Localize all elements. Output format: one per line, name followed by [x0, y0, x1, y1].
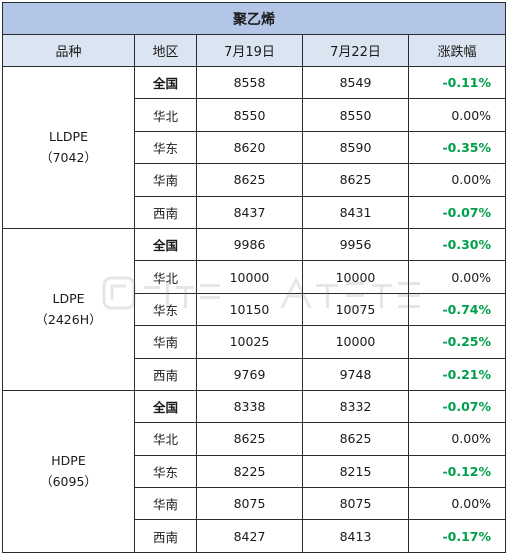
price-jul19-cell: 10150: [196, 292, 303, 327]
header-row: 品种 地区 7月19日 7月22日 涨跌幅: [2, 34, 507, 67]
region-cell: 华南: [134, 487, 197, 521]
table-row: 华北 10000 10000 0.00%: [3, 260, 507, 294]
region-cell: 西南: [134, 195, 197, 229]
header-change: 涨跌幅: [407, 34, 507, 67]
product-cell: LDPE （2426H）: [2, 227, 135, 391]
price-jul19-cell: 8225: [196, 454, 303, 489]
table-row: 华北 8550 8550 0.00%: [3, 98, 507, 132]
price-jul19-cell: 8625: [196, 422, 303, 456]
table-row: 华南 8075 8075 0.00%: [3, 487, 507, 521]
change-cell: -0.07%: [407, 195, 507, 229]
price-jul19-cell: 8550: [196, 98, 303, 132]
change-cell: -0.30%: [407, 227, 507, 262]
change-cell: -0.21%: [407, 357, 507, 391]
change-cell: -0.12%: [407, 454, 507, 489]
region-cell: 华东: [134, 130, 197, 165]
price-jul19-cell: 9986: [196, 227, 303, 262]
change-cell: -0.25%: [407, 325, 507, 359]
change-cell: -0.11%: [407, 65, 507, 100]
product-cell: HDPE （6095）: [2, 389, 135, 553]
price-jul22-cell: 8550: [302, 98, 409, 132]
price-jul22-cell: 8413: [302, 519, 409, 553]
table-row: LLDPE （7042） 全国 8558 8549 -0.11%: [2, 65, 507, 229]
price-jul22-cell: 8549: [302, 65, 409, 100]
header-date-jul22: 7月22日: [302, 34, 409, 67]
price-jul22-cell: 10000: [302, 325, 409, 359]
price-jul22-cell: 8625: [302, 163, 409, 197]
change-cell: -0.35%: [407, 130, 507, 165]
product-grade: （2426H）: [35, 312, 102, 328]
table-row: HDPE （6095） 全国 8338 8332 -0.07%: [2, 389, 507, 553]
table-row: 西南 9769 9748 -0.21%: [3, 357, 507, 391]
price-jul19-cell: 8075: [196, 487, 303, 521]
table-row: 西南 8427 8413 -0.17%: [3, 519, 507, 553]
table-row: 华南 8625 8625 0.00%: [3, 163, 507, 197]
table-title: 聚乙烯: [1, 2, 507, 35]
region-cell: 全国: [134, 227, 197, 262]
header-region: 地区: [134, 34, 197, 67]
price-jul22-cell: 10000: [302, 260, 409, 294]
table-row: LDPE （2426H） 全国 9986 9956 -0.30%: [2, 227, 507, 391]
price-jul22-cell: 9748: [302, 357, 409, 391]
price-jul19-cell: 10000: [196, 260, 303, 294]
change-cell: -0.74%: [407, 292, 507, 327]
price-jul22-cell: 8625: [302, 422, 409, 456]
product-grade: （7042）: [40, 150, 97, 166]
table-row: 华东 10150 10075 -0.74%: [3, 292, 507, 327]
price-jul19-cell: 9769: [196, 357, 303, 391]
header-product: 品种: [2, 34, 135, 67]
product-cell: LLDPE （7042）: [2, 66, 135, 229]
change-cell: 0.00%: [407, 163, 507, 197]
price-jul22-cell: 10075: [302, 292, 409, 327]
price-jul22-cell: 8075: [302, 487, 409, 521]
price-jul22-cell: 8215: [302, 454, 409, 489]
product-grade: （6095）: [40, 474, 97, 490]
region-cell: 西南: [134, 519, 197, 553]
product-name: LLDPE: [49, 129, 88, 145]
region-cell: 华北: [134, 422, 197, 456]
table-row: 华东 8620 8590 -0.35%: [3, 130, 507, 165]
change-cell: -0.17%: [407, 519, 507, 553]
change-cell: 0.00%: [407, 260, 507, 294]
price-jul19-cell: 8437: [196, 195, 303, 229]
region-cell: 全国: [134, 65, 197, 100]
table-row: 西南 8437 8431 -0.07%: [3, 195, 507, 229]
region-cell: 华东: [134, 292, 197, 327]
header-date-jul19: 7月19日: [196, 34, 303, 67]
price-jul22-cell: 8332: [302, 389, 409, 424]
region-cell: 华北: [134, 98, 197, 132]
table-row: 华南 10025 10000 -0.25%: [3, 325, 507, 359]
product-name: LDPE: [52, 291, 85, 307]
price-jul22-cell: 8590: [302, 130, 409, 165]
price-jul19-cell: 8625: [196, 163, 303, 197]
change-cell: 0.00%: [407, 98, 507, 132]
region-cell: 华南: [134, 163, 197, 197]
price-jul22-cell: 8431: [302, 195, 409, 229]
region-cell: 华北: [134, 260, 197, 294]
product-name: HDPE: [51, 453, 86, 469]
price-jul19-cell: 8558: [196, 65, 303, 100]
price-jul19-cell: 8427: [196, 519, 303, 553]
change-cell: -0.07%: [407, 389, 507, 424]
price-jul19-cell: 10025: [196, 325, 303, 359]
region-cell: 西南: [134, 357, 197, 391]
change-cell: 0.00%: [407, 422, 507, 456]
region-cell: 华南: [134, 325, 197, 359]
change-cell: 0.00%: [407, 487, 507, 521]
price-jul22-cell: 9956: [302, 227, 409, 262]
price-jul19-cell: 8338: [196, 389, 303, 424]
region-cell: 华东: [134, 454, 197, 489]
region-cell: 全国: [134, 389, 197, 424]
price-jul19-cell: 8620: [196, 130, 303, 165]
